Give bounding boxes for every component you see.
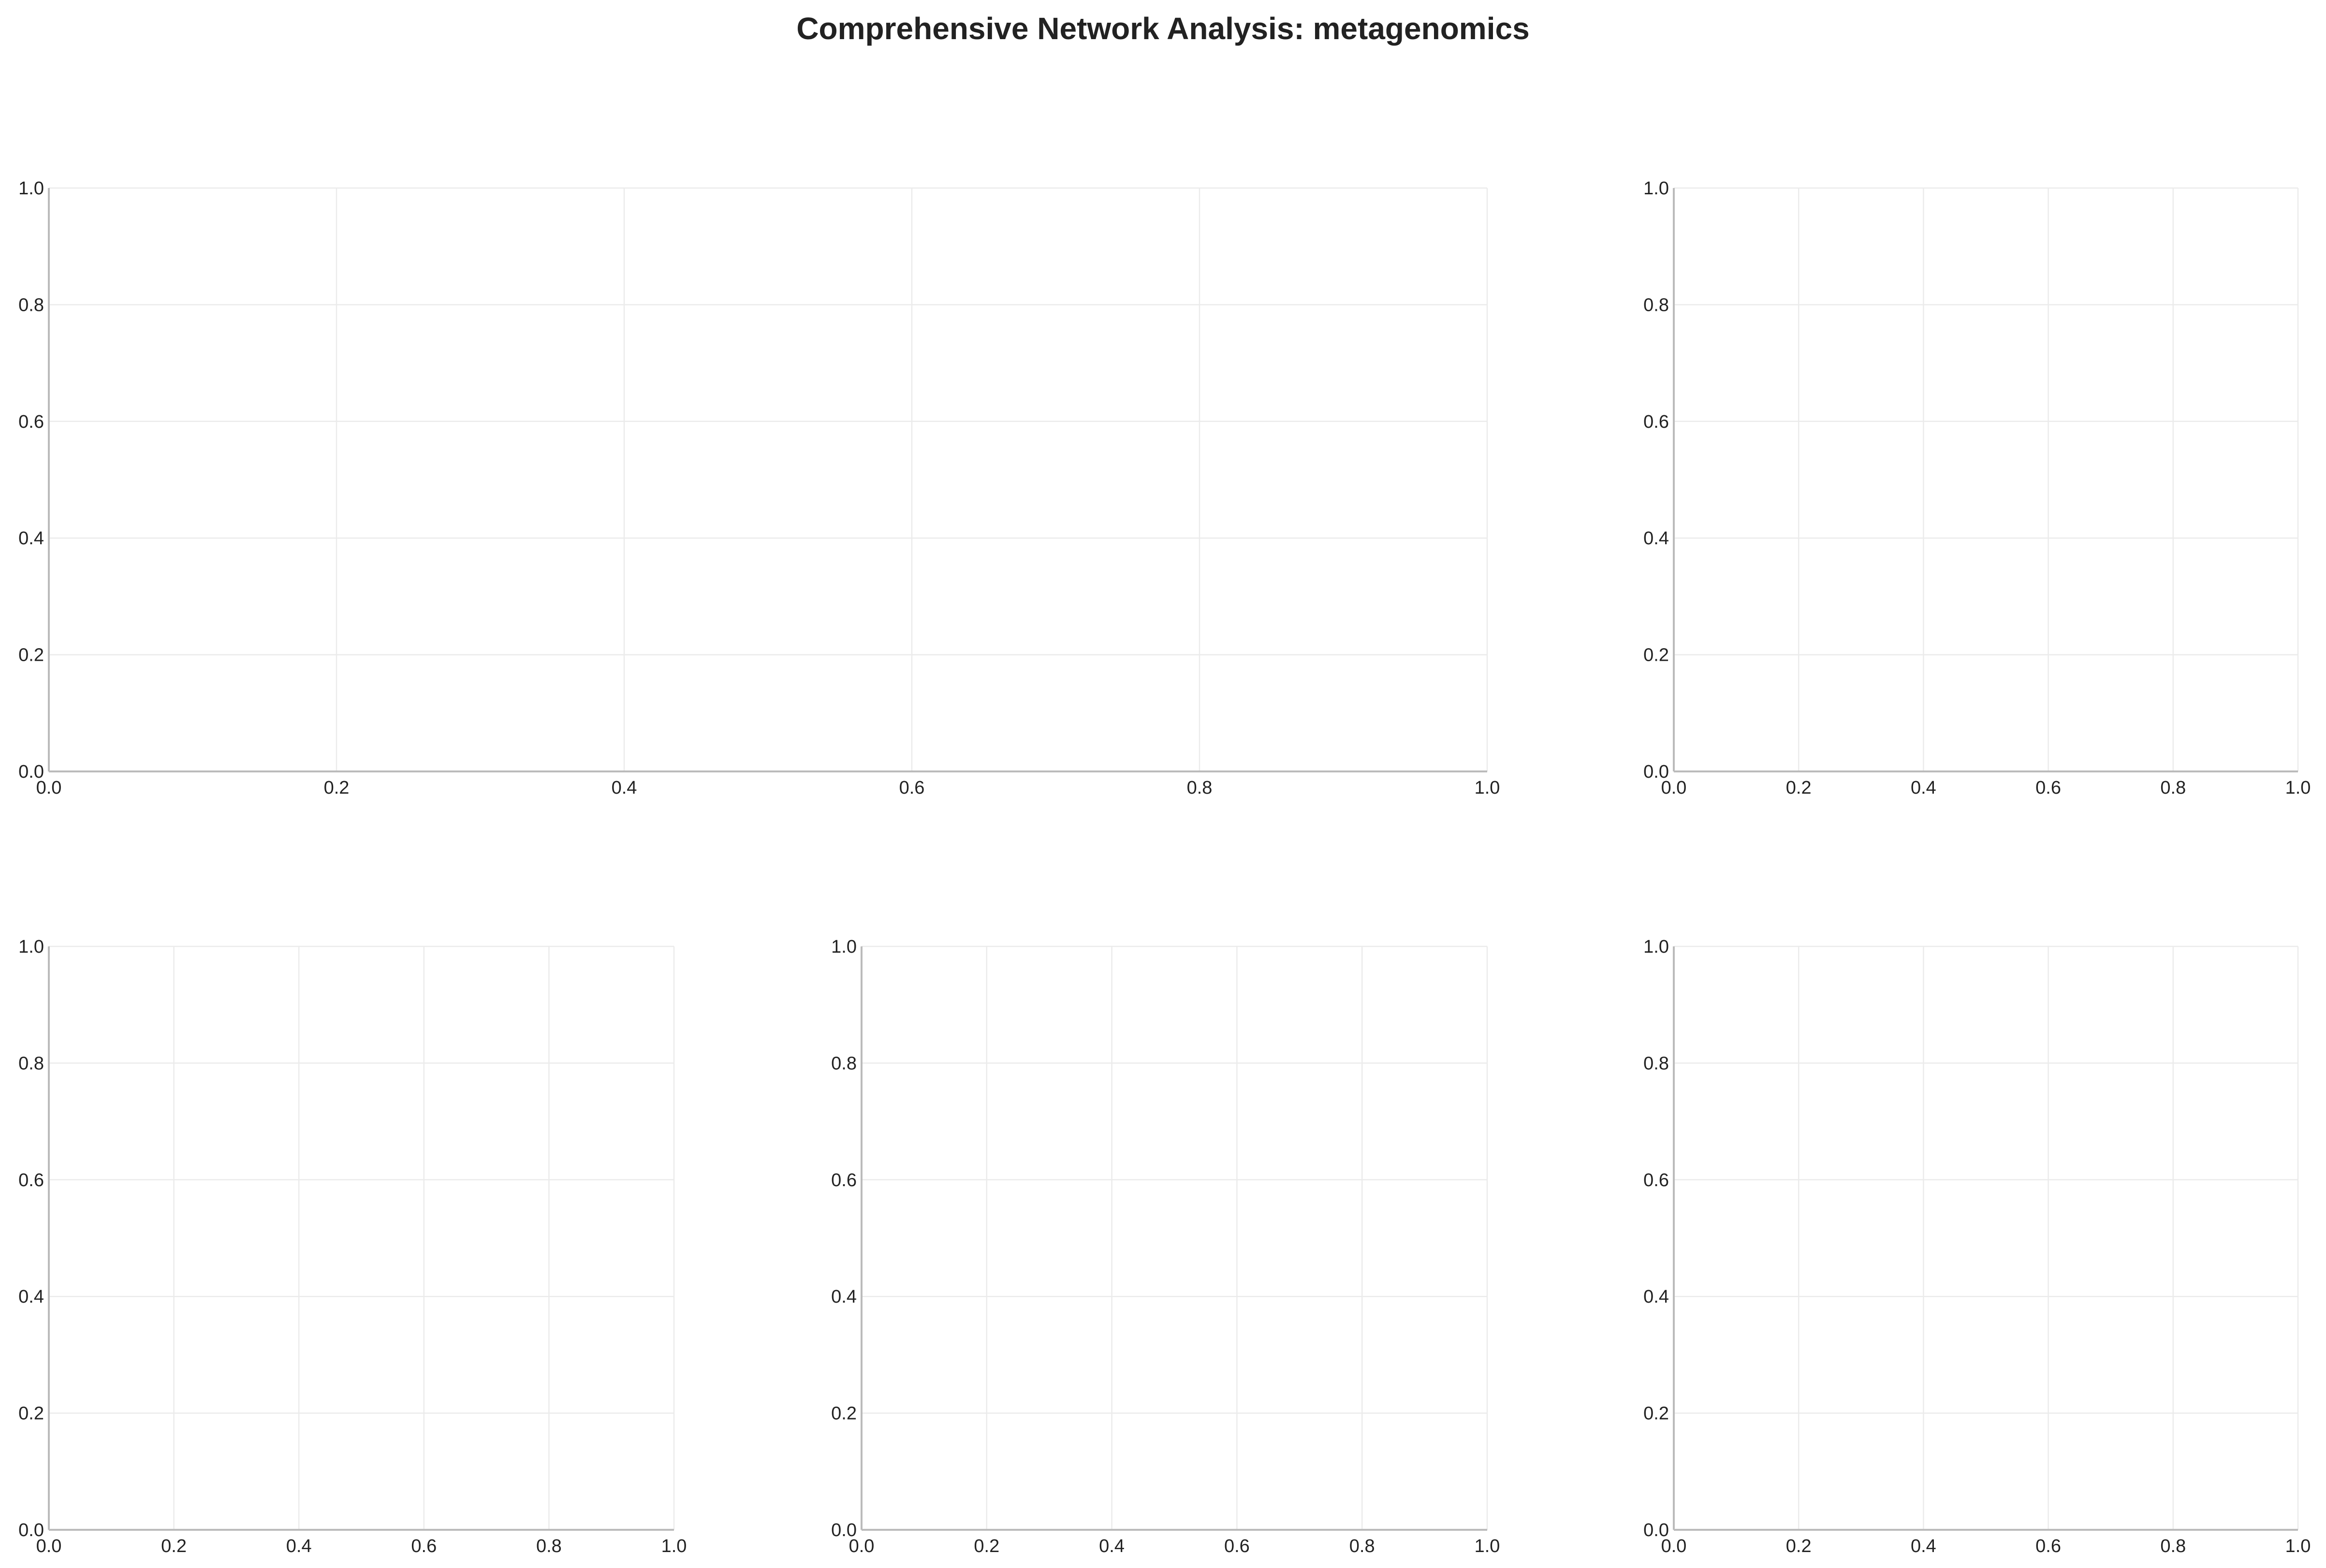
y-tick-label: 0.8 [831, 1053, 857, 1074]
x-tick-label: 0.2 [1786, 1536, 1812, 1556]
subplot-bottom-middle: 0.0 0.2 0.4 0.6 0.8 1.0 0.0 0.2 0.4 0.6 0.8 1.0 [831, 937, 1500, 1556]
x-tick-label: 0.0 [1661, 778, 1687, 798]
y-tick-label: 1.0 [18, 937, 44, 957]
y-tick-label: 0.8 [18, 295, 44, 315]
x-tick-label: 0.8 [2160, 1536, 2186, 1556]
x-tick-label: 0.2 [161, 1536, 187, 1556]
x-tick-label: 0.2 [1786, 778, 1812, 798]
subplot-top-left-wide: 0.0 0.2 0.4 0.6 0.8 1.0 0.0 0.2 0.4 0.6 0.8 1.0 [18, 178, 1500, 798]
grid [1673, 945, 2299, 1531]
x-tick-label: 0.4 [612, 778, 637, 798]
y-tick-label: 0.4 [18, 1287, 44, 1307]
y-tick-label: 0.2 [1643, 645, 1669, 666]
y-tick-label: 1.0 [18, 178, 44, 199]
x-tick-label: 0.4 [1911, 1536, 1936, 1556]
x-tick-label: 0.8 [1349, 1536, 1375, 1556]
y-tick-label: 0.6 [831, 1170, 857, 1191]
y-tick-label: 1.0 [831, 937, 857, 957]
y-tick-label: 0.4 [831, 1287, 857, 1307]
y-tick-label: 0.6 [1643, 1170, 1669, 1191]
y-tick-label: 0.4 [1643, 528, 1669, 549]
y-tick-label: 0.0 [18, 762, 44, 782]
x-tick-label: 0.6 [2035, 778, 2061, 798]
y-tick-label: 0.2 [831, 1404, 857, 1424]
x-tick-label: 0.8 [536, 1536, 562, 1556]
y-tick-label: 0.0 [1643, 1520, 1669, 1540]
x-tick-label: 0.6 [2035, 1536, 2061, 1556]
x-tick-label: 0.2 [324, 778, 350, 798]
x-tick-label: 0.0 [1661, 1536, 1687, 1556]
x-tick-label: 0.0 [36, 778, 62, 798]
subplot-bottom-left: 0.0 0.2 0.4 0.6 0.8 1.0 0.0 0.2 0.4 0.6 0.8 1.0 [18, 937, 687, 1556]
x-tick-label: 0.4 [286, 1536, 312, 1556]
y-tick-label: 0.8 [18, 1053, 44, 1074]
x-tick-label: 0.6 [411, 1536, 437, 1556]
x-tick-label: 1.0 [1475, 778, 1500, 798]
x-tick-label: 1.0 [661, 1536, 687, 1556]
y-tick-label: 0.0 [18, 1520, 44, 1540]
subplot-top-right: 0.0 0.2 0.4 0.6 0.8 1.0 0.0 0.2 0.4 0.6 0.8 1.0 [1643, 178, 2311, 798]
grid [1673, 187, 2299, 772]
grid [861, 945, 1488, 1531]
x-tick-label: 1.0 [2285, 778, 2311, 798]
subplot-bottom-right: 0.0 0.2 0.4 0.6 0.8 1.0 0.0 0.2 0.4 0.6 0.8 1.0 [1643, 937, 2311, 1556]
y-tick-label: 0.6 [1643, 412, 1669, 432]
y-tick-label: 0.6 [18, 412, 44, 432]
y-tick-label: 0.4 [1643, 1287, 1669, 1307]
figure-title: Comprehensive Network Analysis: metageno… [796, 11, 1530, 46]
x-tick-label: 1.0 [1475, 1536, 1500, 1556]
y-tick-label: 1.0 [1643, 178, 1669, 199]
x-tick-label: 0.4 [1099, 1536, 1125, 1556]
y-tick-label: 0.8 [1643, 1053, 1669, 1074]
x-tick-label: 0.4 [1911, 778, 1936, 798]
y-tick-label: 0.4 [18, 528, 44, 549]
x-tick-label: 0.0 [36, 1536, 62, 1556]
y-tick-label: 0.0 [1643, 762, 1669, 782]
x-tick-label: 0.0 [849, 1536, 875, 1556]
y-tick-label: 0.8 [1643, 295, 1669, 315]
x-tick-label: 0.8 [2160, 778, 2186, 798]
grid [48, 187, 1488, 772]
y-tick-label: 0.2 [1643, 1404, 1669, 1424]
x-tick-label: 0.6 [1224, 1536, 1250, 1556]
y-tick-label: 0.2 [18, 645, 44, 666]
y-tick-label: 1.0 [1643, 937, 1669, 957]
y-tick-label: 0.2 [18, 1404, 44, 1424]
x-tick-label: 0.2 [974, 1536, 999, 1556]
x-tick-label: 0.6 [899, 778, 925, 798]
y-tick-label: 0.0 [831, 1520, 857, 1540]
y-tick-label: 0.6 [18, 1170, 44, 1191]
x-tick-label: 0.8 [1187, 778, 1213, 798]
x-tick-label: 1.0 [2285, 1536, 2311, 1556]
grid [48, 945, 675, 1531]
